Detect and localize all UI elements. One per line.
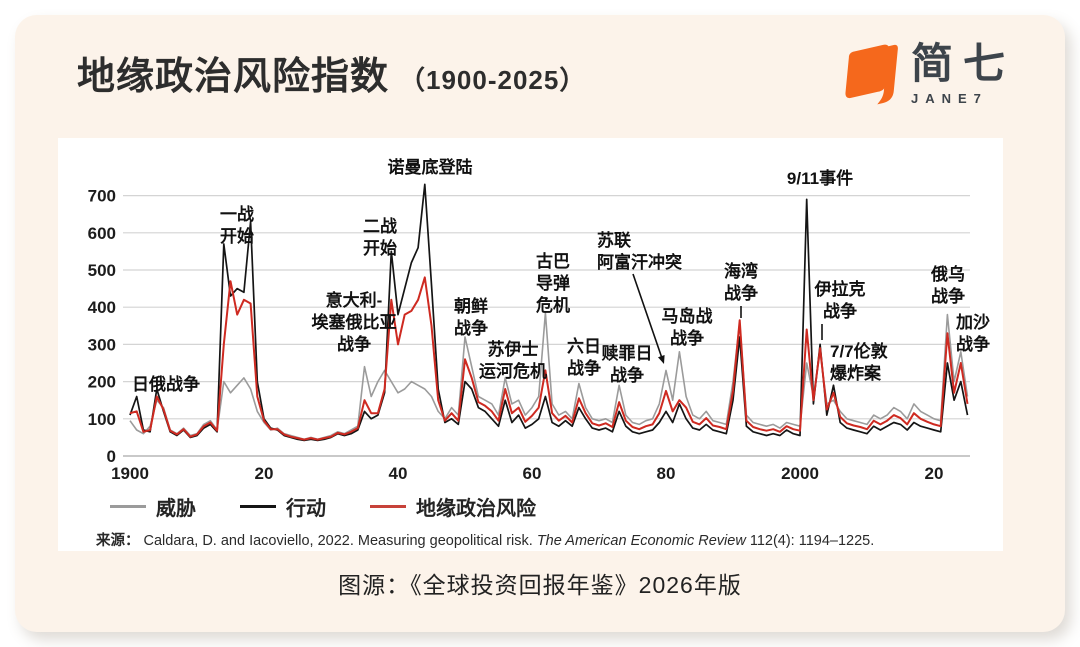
brand-logo-text: 简七 JANE7	[910, 35, 1015, 107]
svg-text:战争: 战争	[931, 286, 965, 306]
brand-name-latin: JANE7	[910, 91, 988, 106]
svg-text:危机: 危机	[535, 295, 570, 315]
svg-text:战争: 战争	[670, 328, 704, 348]
legend-swatch	[370, 505, 406, 508]
svg-text:战争: 战争	[610, 365, 644, 385]
svg-text:战争: 战争	[567, 358, 601, 378]
legend-swatch	[240, 505, 276, 508]
legend-label: 地缘政治风险	[416, 498, 536, 520]
legend-swatch	[110, 505, 146, 508]
jane7-logo-icon	[845, 44, 898, 105]
svg-text:苏伊士: 苏伊士	[488, 339, 539, 359]
legend-label: 行动	[286, 498, 326, 520]
svg-text:开始: 开始	[363, 238, 397, 258]
svg-text:诺曼底登陆: 诺曼底登陆	[388, 157, 473, 177]
svg-text:0: 0	[107, 447, 116, 466]
svg-text:朝鲜: 朝鲜	[454, 296, 488, 316]
svg-text:100: 100	[88, 410, 116, 429]
svg-text:爆炸案: 爆炸案	[830, 363, 882, 383]
svg-text:战争: 战争	[337, 334, 371, 354]
page-title: 地缘政治风险指数	[77, 56, 390, 98]
svg-text:40: 40	[389, 464, 408, 483]
svg-text:战争: 战争	[956, 334, 990, 354]
page-title-row: 地缘政治风险指数 （1900-2025）	[77, 45, 586, 100]
legend-item: 威胁	[110, 492, 196, 521]
svg-text:700: 700	[88, 187, 116, 206]
legend-label: 威胁	[156, 498, 196, 520]
brand-name-cn: 简七	[910, 40, 1015, 87]
svg-text:加沙: 加沙	[955, 313, 990, 332]
svg-text:400: 400	[88, 298, 116, 317]
source-text-1: Caldara, D. and Iacoviello, 2022. Measur…	[143, 533, 537, 549]
svg-text:600: 600	[88, 224, 116, 243]
gpr-line-chart: 0 100 200 300 400 500 600 700 1900 20 40 60 80 2000 20…	[88, 157, 990, 483]
svg-text:500: 500	[88, 261, 116, 280]
legend-item: 地缘政治风险	[370, 492, 536, 521]
svg-text:二战: 二战	[363, 217, 397, 236]
svg-text:运河危机: 运河危机	[479, 361, 547, 381]
page-title-range: （1900-2025）	[399, 65, 587, 95]
svg-text:2000: 2000	[781, 464, 819, 483]
svg-text:1900: 1900	[111, 464, 149, 483]
svg-text:7/7伦敦: 7/7伦敦	[830, 341, 889, 361]
chart-legend: 威胁 行动 地缘政治风险	[110, 492, 536, 521]
svg-text:日俄战争: 日俄战争	[132, 374, 200, 394]
svg-text:20: 20	[255, 464, 274, 483]
svg-text:80: 80	[657, 464, 676, 483]
svg-text:阿富汗冲突: 阿富汗冲突	[597, 252, 682, 272]
svg-text:苏联: 苏联	[597, 230, 631, 250]
svg-text:战争: 战争	[454, 318, 488, 338]
svg-text:开始: 开始	[220, 226, 254, 246]
source-journal: The American Economic Review	[536, 533, 746, 549]
svg-text:马岛战: 马岛战	[662, 306, 713, 326]
brand-logo: 简七 JANE7	[837, 35, 1015, 109]
svg-text:埃塞俄比亚: 埃塞俄比亚	[312, 312, 397, 332]
chart-panel: 0 100 200 300 400 500 600 700 1900 20 40 60 80 2000 20…	[58, 138, 1003, 551]
svg-text:伊拉克: 伊拉克	[814, 279, 866, 299]
svg-text:古巴: 古巴	[536, 251, 570, 271]
svg-text:俄乌: 俄乌	[930, 264, 965, 284]
svg-text:六日: 六日	[567, 336, 601, 356]
source-text-2: 112(4): 1194–1225.	[745, 533, 875, 549]
source-citation: 来源： Caldara, D. and Iacoviello, 2022. Mea…	[96, 529, 874, 550]
svg-text:300: 300	[88, 335, 116, 354]
svg-text:9/11事件: 9/11事件	[787, 168, 853, 188]
svg-text:60: 60	[523, 464, 542, 483]
svg-text:战争: 战争	[724, 283, 758, 303]
svg-text:20: 20	[925, 464, 944, 483]
legend-item: 行动	[240, 492, 326, 521]
content-card: 地缘政治风险指数 （1900-2025） 简七 JANE7 0 100 200 300…	[15, 15, 1065, 632]
svg-text:导弹: 导弹	[536, 273, 570, 293]
svg-text:意大利-: 意大利-	[326, 290, 383, 310]
svg-text:海湾: 海湾	[724, 261, 758, 281]
svg-text:赎罪日: 赎罪日	[602, 343, 653, 363]
svg-text:一战: 一战	[220, 205, 254, 224]
source-prefix: 来源：	[96, 533, 140, 549]
svg-text:战争: 战争	[823, 301, 857, 321]
svg-text:200: 200	[88, 373, 116, 392]
image-credit-caption: 图源：《全球投资回报年鉴》2026年版	[338, 572, 742, 598]
